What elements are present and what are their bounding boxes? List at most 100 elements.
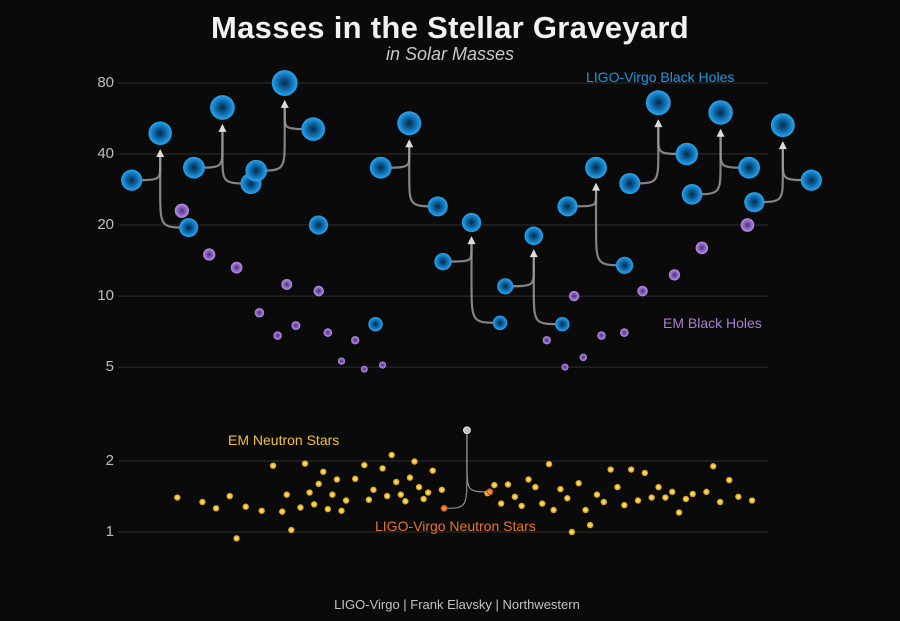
em-neutron-star-point (415, 483, 423, 491)
em-black-hole-point (323, 328, 333, 337)
em-neutron-star-point (593, 491, 601, 498)
em-neutron-star-point (429, 467, 436, 474)
em-neutron-star-point (575, 480, 582, 487)
merger-arrowhead (654, 119, 663, 128)
merger-arrowhead (405, 139, 414, 148)
ligo-black-hole-point (681, 184, 703, 205)
merger-arrow (256, 101, 286, 172)
ligo-black-hole-final (148, 121, 172, 145)
em-neutron-star-point (568, 528, 576, 536)
em-neutron-star-point (655, 483, 662, 491)
em-neutron-star-point (388, 451, 395, 459)
em-neutron-star-point (361, 461, 368, 469)
em-neutron-star-point (545, 460, 553, 468)
em-black-hole-point (637, 285, 648, 297)
em-neutron-star-point (627, 466, 635, 473)
em-black-hole-point (313, 285, 324, 297)
ligo-neutron-star-remnant (463, 426, 471, 435)
ligo-black-hole-point (497, 278, 514, 295)
merger-arrowhead (592, 182, 601, 191)
em-neutron-star-point (402, 498, 409, 505)
y-tick-label: 40 (97, 145, 114, 163)
em-black-hole-point (254, 307, 265, 318)
em-neutron-star-point (269, 462, 277, 469)
y-tick-label: 10 (97, 287, 114, 305)
em-neutron-star-point (242, 503, 249, 510)
em-neutron-star-point (329, 491, 336, 498)
em-neutron-star-point (324, 505, 332, 513)
merger-arrowhead (218, 123, 227, 132)
credit-line: LIGO-Virgo | Frank Elavsky | Northwester… (334, 597, 580, 612)
em-neutron-star-point (682, 495, 690, 503)
em-neutron-star-point (550, 506, 557, 514)
em-neutron-star-point (288, 526, 295, 534)
ligo-black-hole-point (427, 196, 448, 217)
em-black-hole-point (273, 331, 282, 340)
em-neutron-star-point (370, 486, 377, 493)
em-neutron-star-point (726, 476, 733, 484)
em-neutron-star-point (301, 460, 309, 467)
em-black-hole-point (620, 328, 629, 337)
em-neutron-stars-label: EM Neutron Stars (228, 432, 340, 448)
merger-arrowhead (778, 141, 787, 150)
em-neutron-star-point (662, 494, 669, 501)
chart-subtitle: in Solar Masses (385, 44, 515, 64)
em-neutron-star-point (306, 489, 313, 496)
em-neutron-star-point (525, 476, 532, 483)
ligo-black-hole-point (492, 315, 508, 331)
ligo-black-hole-final (461, 212, 482, 233)
em-neutron-star-point (518, 502, 525, 510)
em-neutron-star-point (424, 489, 432, 496)
em-black-hole-point (568, 290, 580, 302)
em-neutron-star-point (174, 494, 181, 501)
em-neutron-star-point (199, 498, 206, 506)
em-neutron-star-point (511, 493, 519, 500)
merger-arrowhead (156, 148, 165, 157)
em-neutron-star-point (438, 486, 446, 493)
y-tick-label: 1 (105, 523, 114, 540)
em-black-hole-point (740, 218, 755, 232)
em-neutron-star-point (703, 488, 710, 496)
ligo-black-hole-point (615, 256, 634, 274)
ligo-black-hole-final (585, 156, 607, 179)
merger-arrow (408, 141, 438, 208)
em-neutron-star-point (539, 500, 546, 507)
ligo-black-hole-final (524, 226, 544, 246)
em-black-hole-point (561, 363, 569, 371)
ligo-black-hole-final (770, 113, 795, 138)
ligo-black-hole-point (619, 172, 641, 195)
em-black-hole-point (230, 261, 243, 274)
em-neutron-star-point (411, 458, 418, 465)
y-tick-label: 20 (97, 216, 114, 234)
em-neutron-star-point (233, 535, 240, 542)
em-neutron-star-point (716, 498, 724, 506)
merger-arrowhead (280, 99, 289, 108)
em-black-hole-point (542, 336, 551, 345)
ligo-black-hole-point (557, 196, 578, 217)
em-neutron-star-point (557, 485, 564, 493)
em-neutron-star-point (735, 493, 742, 500)
em-black-hole-point (597, 331, 606, 340)
em-neutron-star-point (669, 488, 676, 496)
em-neutron-star-point (748, 497, 756, 504)
ligo-black-hole-point (301, 117, 326, 141)
chart-title: Masses in the Stellar Graveyard (211, 10, 689, 45)
ligo-black-hole-point (800, 169, 822, 191)
ligo-black-hole-point (744, 192, 765, 213)
ligo-black-hole-point (121, 169, 143, 191)
ligo-black-hole-point (308, 215, 329, 235)
em-neutron-star-point (710, 463, 717, 470)
em-neutron-star-point (333, 476, 341, 483)
em-black-hole-point (695, 241, 709, 255)
ligo-black-hole-point (179, 218, 199, 238)
em-neutron-star-point (320, 468, 327, 475)
em-black-holes-label: EM Black Holes (663, 315, 762, 331)
ns-merger-arrow (466, 434, 490, 493)
em-black-hole-point (668, 269, 681, 281)
em-neutron-star-point (406, 474, 414, 481)
ligo-black-hole-final (708, 100, 733, 125)
ligo-black-hole-point (368, 316, 383, 332)
em-neutron-star-point (497, 500, 505, 507)
ligo-black-hole-point (738, 156, 760, 179)
y-tick-label: 80 (97, 74, 114, 91)
